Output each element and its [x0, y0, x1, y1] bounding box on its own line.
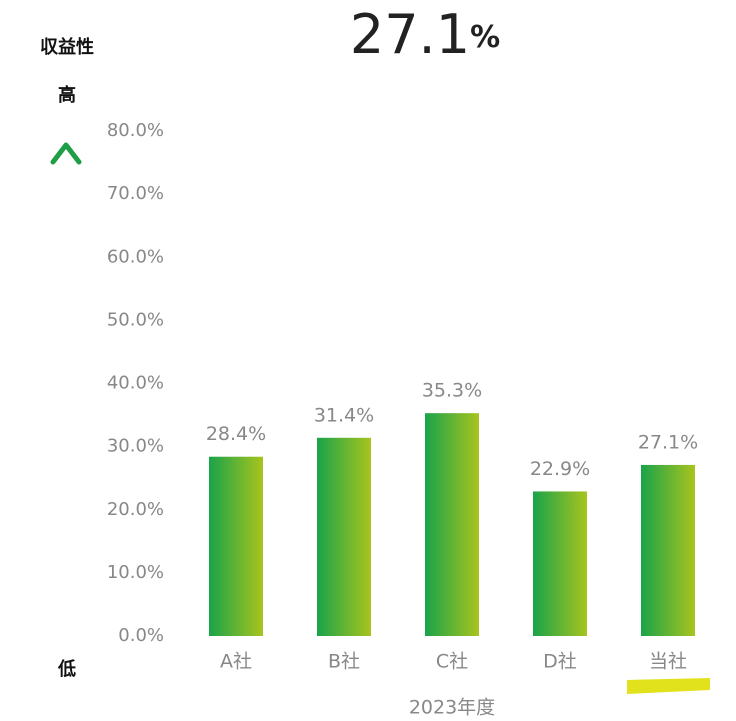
value-label: 28.4%: [206, 423, 266, 445]
y-low: 低: [57, 658, 76, 680]
value-label: 22.9%: [530, 458, 590, 480]
x-tick-label: 当社: [649, 651, 687, 673]
headline: 27.1%: [350, 3, 500, 66]
y-tick-label: 40.0%: [107, 373, 164, 394]
bar: [425, 413, 479, 636]
bar: [641, 464, 695, 636]
y-tick-label: 60.0%: [107, 246, 164, 267]
x-tick-label: B社: [328, 651, 360, 673]
y-tick-label: 0.0%: [118, 625, 164, 646]
y-tick-label: 10.0%: [107, 562, 164, 583]
x-tick-label: A社: [220, 651, 252, 673]
value-label: 27.1%: [638, 431, 698, 453]
y-label: 収益性: [40, 36, 94, 58]
x-tick-label: C社: [436, 651, 468, 673]
bar: [533, 491, 587, 636]
highlight: [627, 678, 710, 694]
y-tick-label: 30.0%: [107, 436, 164, 457]
y-tick-label: 80.0%: [107, 120, 164, 141]
bar: [317, 437, 371, 636]
y-tick-label: 20.0%: [107, 499, 164, 520]
y-high: 高: [58, 84, 76, 106]
value-label: 31.4%: [314, 404, 374, 426]
headline-value: 27.1: [350, 3, 470, 66]
x-tick-label: D社: [543, 651, 577, 673]
x-label: 2023年度: [409, 697, 495, 719]
headline-unit: %: [470, 20, 500, 55]
y-tick-label: 70.0%: [107, 183, 164, 204]
bar: [209, 456, 263, 636]
value-label: 35.3%: [422, 380, 482, 402]
y-tick-label: 50.0%: [107, 309, 164, 330]
arrow-head: [50, 142, 82, 165]
